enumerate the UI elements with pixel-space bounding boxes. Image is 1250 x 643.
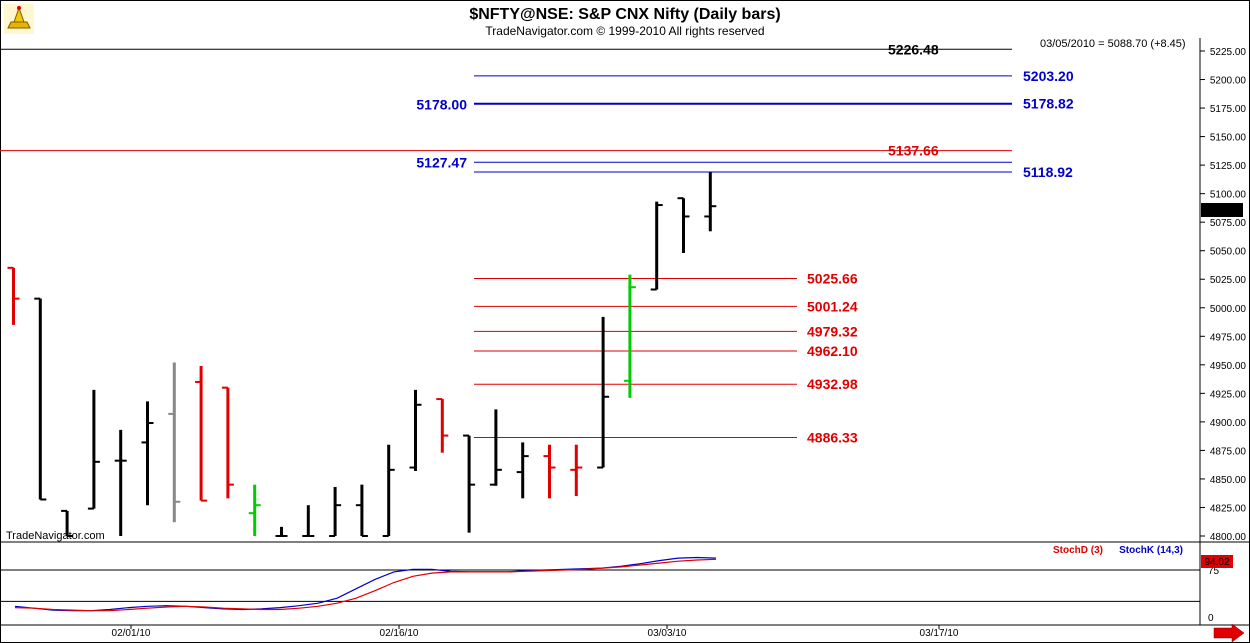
level-label: 5137.66	[888, 143, 939, 159]
y-tick-label: 4925.00	[1210, 389, 1247, 400]
level-label: 5001.24	[807, 298, 858, 314]
level-label: 5178.82	[1023, 96, 1074, 112]
ohlc-bar	[516, 442, 529, 499]
last-price-marker: 5088.70	[1201, 203, 1243, 217]
y-tick-label: 4875.00	[1210, 446, 1247, 457]
level-label: 4962.10	[807, 343, 858, 359]
y-tick-label: 4850.00	[1210, 475, 1247, 486]
ohlc-bar	[409, 389, 422, 471]
stochk-legend: StochK (14,3)	[1119, 545, 1183, 556]
stochd-series	[14, 558, 717, 612]
ohlc-bar	[463, 434, 476, 533]
level-label: 5127.47	[416, 154, 467, 170]
level-label: 4932.98	[807, 376, 858, 392]
ohlc-bar	[489, 409, 502, 486]
level-label: 5025.66	[807, 270, 858, 286]
level-label: 4886.33	[807, 429, 858, 445]
price-bars	[7, 171, 717, 537]
ohlc-bar	[329, 486, 342, 537]
y-tick-label: 4975.00	[1210, 332, 1247, 343]
ohlc-bar	[623, 274, 636, 398]
last-price-label: 5088.70	[1204, 206, 1241, 217]
last-bar-info: 03/05/2010 = 5088.70 (+8.45)	[1040, 38, 1186, 50]
ohlc-bar	[382, 444, 395, 537]
ohlc-bar	[195, 365, 208, 502]
ohlc-bar	[302, 505, 315, 537]
level-label: 4979.32	[807, 323, 858, 339]
level-label: 5226.48	[888, 41, 939, 57]
y-tick-label: 5125.00	[1210, 161, 1247, 172]
chart-title: $NFTY@NSE: S&P CNX Nifty (Daily bars)	[469, 6, 780, 23]
ohlc-bar	[34, 297, 47, 501]
x-tick-label: 02/01/10	[112, 628, 151, 639]
y-tick-label: 4800.00	[1210, 532, 1247, 543]
ohlc-bar	[114, 429, 127, 536]
price-axis: 5225.00 5200.00 5175.00 5150.00 5125.00 5100.…	[1200, 47, 1246, 543]
y-tick-label: 4825.00	[1210, 503, 1247, 514]
ohlc-bar	[7, 266, 20, 325]
y-tick-label: 5050.00	[1210, 247, 1247, 258]
ohlc-bar	[248, 484, 261, 536]
level-label: 5203.20	[1023, 68, 1074, 84]
y-tick-label: 5100.00	[1210, 190, 1247, 201]
y-tick-label: 5150.00	[1210, 133, 1247, 144]
price-levels: 5226.48 5203.20 5178.82 5178.00 5137.66 5127.…	[0, 41, 1074, 445]
y-tick-label: 5000.00	[1210, 304, 1247, 315]
stochd-legend: StochD (3)	[1053, 545, 1103, 556]
ohlc-bar	[436, 398, 449, 453]
ohlc-bar	[141, 401, 154, 506]
y-tick-label: 5225.00	[1210, 47, 1247, 58]
indicator-value-label: 94.02	[1204, 557, 1229, 568]
copyright-text: TradeNavigator.com © 1999-2010 All right…	[485, 24, 764, 38]
time-axis: 02/01/10 02/16/10 03/03/10 03/17/10	[112, 625, 959, 639]
ohlc-bar	[168, 362, 181, 523]
indicator-value-marker: 94.02	[1201, 555, 1233, 568]
x-tick-label: 03/17/10	[920, 628, 959, 639]
level-label: 5178.00	[416, 97, 467, 113]
y-tick-label: 4900.00	[1210, 418, 1247, 429]
ohlc-bar	[221, 386, 234, 499]
ohlc-bar	[61, 509, 74, 537]
y-tick-label: 5075.00	[1210, 218, 1247, 229]
y-tick-label: 4950.00	[1210, 361, 1247, 372]
ohlc-bar	[87, 389, 100, 510]
stochastic-panel: 75 0	[0, 556, 1220, 624]
ohlc-bar	[543, 444, 556, 499]
x-tick-label: 02/16/10	[380, 628, 419, 639]
stochk-series	[14, 556, 717, 612]
ohlc-bar	[650, 201, 663, 291]
watermark: TradeNavigator.com	[6, 530, 105, 542]
scroll-right-arrow-icon[interactable]	[1213, 623, 1245, 643]
indicator-tick-label: 75	[1208, 566, 1220, 577]
ohlc-bar	[355, 484, 368, 537]
y-tick-label: 5200.00	[1210, 76, 1247, 87]
indicator-tick-label: 0	[1208, 613, 1214, 624]
x-tick-label: 03/03/10	[648, 628, 687, 639]
ohlc-bar	[704, 171, 717, 232]
y-tick-label: 5175.00	[1210, 104, 1247, 115]
trade-navigator-logo-icon[interactable]	[4, 4, 34, 34]
ohlc-bar	[570, 444, 583, 497]
ohlc-bar	[275, 526, 288, 537]
level-label: 5118.92	[1023, 164, 1073, 180]
ohlc-bar	[677, 197, 690, 253]
y-tick-label: 5025.00	[1210, 275, 1247, 286]
ohlc-bar	[597, 316, 610, 469]
